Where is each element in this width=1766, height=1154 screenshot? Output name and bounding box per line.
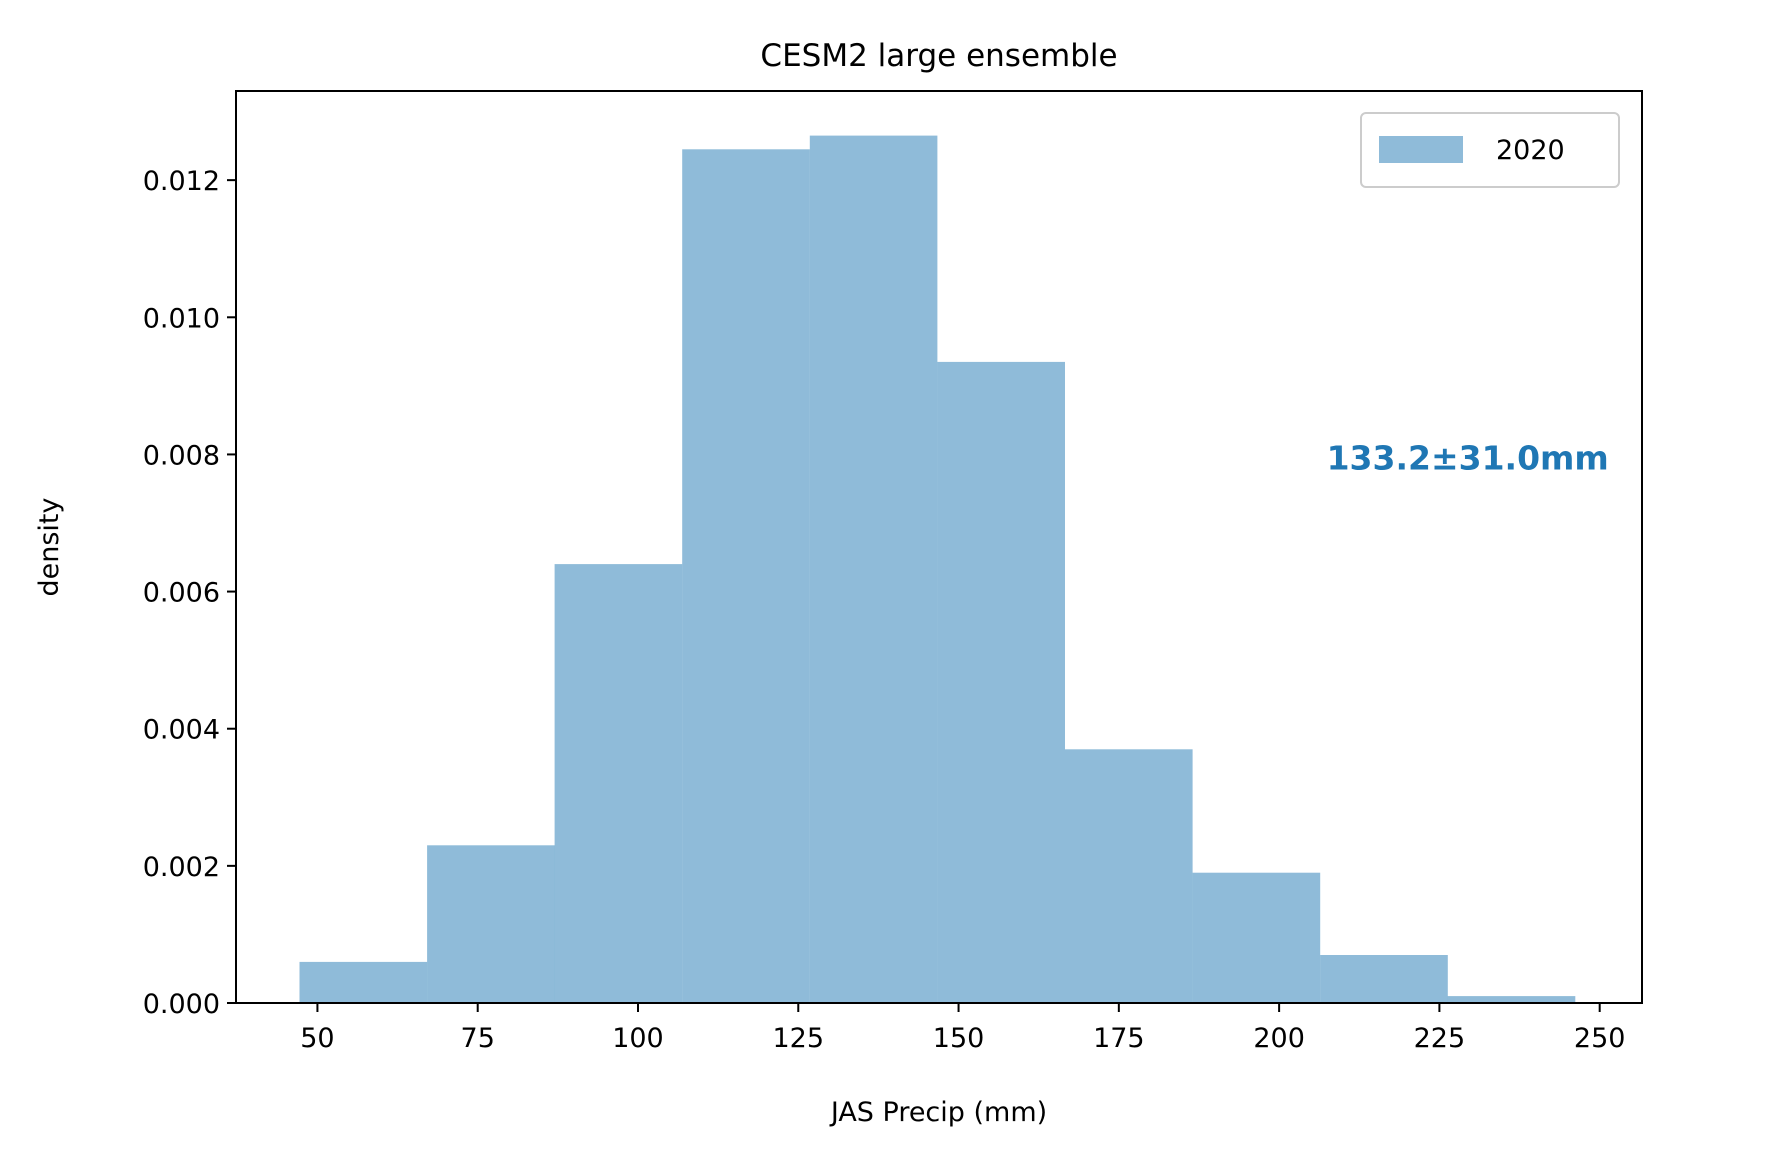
y-tick-label: 0.002 xyxy=(143,852,220,883)
histogram-bar xyxy=(682,149,810,1004)
histogram-bar xyxy=(427,845,555,1003)
legend-frame xyxy=(1360,112,1620,188)
y-axis-label: density xyxy=(34,497,65,596)
x-tick-label: 75 xyxy=(461,1023,495,1054)
x-tick-label: 175 xyxy=(1093,1023,1145,1054)
x-tick-label: 125 xyxy=(772,1023,824,1054)
histogram-bar xyxy=(1192,872,1321,1003)
y-axis-ticks: 0.000 0.002 0.004 0.006 0.008 0.010 0.012 xyxy=(143,166,236,1020)
y-tick-label: 0.008 xyxy=(143,440,220,471)
histogram-bars xyxy=(299,135,1576,1004)
histogram-bar xyxy=(554,564,683,1003)
x-axis-ticks: 50 75 100 125 150 175 200 225 250 xyxy=(300,1003,1625,1054)
histogram-bar xyxy=(1320,955,1448,1003)
histogram-bar xyxy=(1447,996,1576,1003)
y-tick-label: 0.006 xyxy=(143,578,220,609)
histogram-bar xyxy=(299,961,428,1003)
legend-swatch xyxy=(1379,136,1463,163)
x-tick-label: 200 xyxy=(1253,1023,1305,1054)
legend-label: 2020 xyxy=(1496,135,1565,166)
chart-title: CESM2 large ensemble xyxy=(760,38,1117,74)
x-axis-label: JAS Precip (mm) xyxy=(829,1097,1047,1128)
x-tick-label: 150 xyxy=(933,1023,985,1054)
y-tick-label: 0.000 xyxy=(143,989,220,1020)
histogram-bar xyxy=(1065,749,1193,1003)
x-tick-label: 225 xyxy=(1414,1023,1466,1054)
legend: 2020 xyxy=(1360,112,1620,188)
histogram-bar xyxy=(809,135,938,1004)
x-tick-label: 50 xyxy=(300,1023,334,1054)
stats-annotation: 133.2±31.0mm xyxy=(1327,439,1609,478)
y-tick-label: 0.004 xyxy=(143,715,220,746)
x-tick-label: 100 xyxy=(612,1023,664,1054)
plot-frame xyxy=(235,90,1643,1004)
y-tick-label: 0.010 xyxy=(143,303,220,334)
histogram-bar xyxy=(937,361,1065,1003)
y-tick-label: 0.012 xyxy=(143,166,220,197)
x-tick-label: 250 xyxy=(1574,1023,1626,1054)
